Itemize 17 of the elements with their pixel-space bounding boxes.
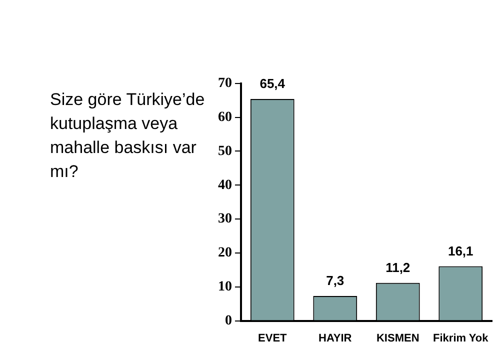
data-label: 7,3 [326,273,344,288]
text: Size göre Türkiye’de kutuplaşma veya mahalle baskısı var mı? [50,90,205,181]
y-tick-label: 40 [218,178,232,193]
y-tick-label: 0 [225,313,232,328]
y-tick-label: 60 [218,110,232,125]
x-tick-label: Fikrim Yok [433,332,490,344]
x-tick-label: EVET [258,332,288,344]
y-tick-label: 30 [218,212,232,227]
x-tick-label: HAYIR [318,332,352,344]
data-label: 65,4 [260,76,286,92]
y-tick-label: 10 [218,279,232,294]
x-tick-label: KISMEN [376,332,420,344]
y-tick-label: 20 [218,246,232,261]
y-tick-label: 50 [218,144,232,159]
y-tick-label: 70 [218,76,232,92]
data-label: 11,2 [386,260,410,275]
data-label: 16,1 [448,243,474,258]
